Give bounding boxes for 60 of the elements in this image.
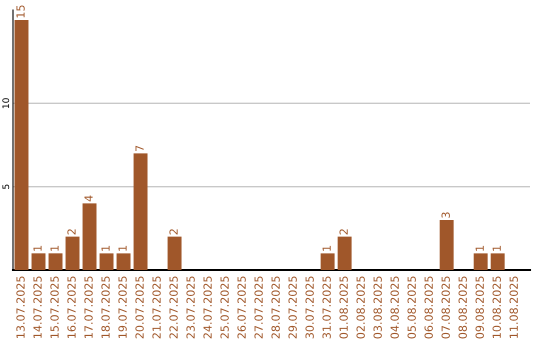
- x-tick-label: 09.08.2025: [476, 276, 484, 338]
- x-tick-label: 26.07.2025: [237, 276, 246, 338]
- x-tick-label: 07.08.2025: [441, 276, 450, 338]
- x-tick-label: 21.07.2025: [152, 276, 161, 338]
- x-tick-label: 10.08.2025: [492, 276, 501, 338]
- bar: [168, 236, 182, 270]
- data-label: 1: [118, 246, 127, 251]
- x-tick-label: 01.08.2025: [339, 276, 348, 338]
- y-tick-label: 5: [2, 184, 10, 189]
- bar: [474, 253, 488, 270]
- x-tick-label: 14.07.2025: [33, 276, 42, 338]
- x-tick-label: 31.07.2025: [322, 276, 331, 338]
- data-label: 1: [492, 246, 501, 251]
- data-label: 1: [50, 246, 59, 251]
- data-label: 2: [169, 229, 178, 234]
- x-tick-label: 27.07.2025: [254, 276, 263, 338]
- x-tick-label: 15.07.2025: [50, 276, 59, 338]
- data-label: 3: [441, 212, 450, 218]
- x-tick-label: 30.07.2025: [305, 276, 314, 338]
- x-tick-label: 17.07.2025: [84, 276, 93, 338]
- bar: [440, 220, 454, 270]
- x-tick-label: 03.08.2025: [373, 276, 382, 338]
- x-tick-label: 22.07.2025: [169, 276, 178, 338]
- data-label: 1: [33, 246, 42, 251]
- bar: [490, 253, 505, 270]
- data-label: 15: [16, 5, 25, 18]
- x-tick-label: 11.08.2025: [510, 276, 518, 338]
- x-tick-label: 02.08.2025: [356, 276, 365, 338]
- bar: [66, 236, 80, 270]
- bar: [338, 236, 352, 270]
- data-label: 1: [102, 246, 110, 251]
- x-tick-label: 23.07.2025: [186, 276, 195, 338]
- bar: [100, 253, 114, 270]
- x-tick-label: 05.08.2025: [407, 276, 416, 338]
- x-tick-label: 28.07.2025: [271, 276, 280, 338]
- bar: [48, 253, 62, 270]
- x-tick-label: 24.07.2025: [203, 276, 212, 338]
- bar: [32, 253, 46, 270]
- bar: [134, 153, 148, 270]
- data-label: 4: [84, 196, 93, 202]
- x-tick-label: 06.08.2025: [424, 276, 433, 338]
- x-tick-label: 25.07.2025: [220, 276, 229, 338]
- x-tick-label: 18.07.2025: [101, 276, 110, 338]
- data-label: 7: [136, 146, 144, 152]
- bar: [116, 253, 131, 270]
- x-tick-label: 08.08.2025: [458, 276, 467, 338]
- x-tick-label: 04.08.2025: [390, 276, 399, 338]
- data-label: 2: [339, 229, 348, 234]
- bar: [82, 203, 96, 270]
- x-tick-label: 20.07.2025: [135, 276, 144, 338]
- data-label: 2: [67, 229, 76, 234]
- data-label: 1: [476, 246, 484, 251]
- x-tick-label: 13.07.2025: [16, 276, 25, 338]
- x-tick-label: 16.07.2025: [67, 276, 76, 338]
- bar: [14, 20, 28, 270]
- x-tick-label: 29.07.2025: [288, 276, 297, 338]
- y-tick-label: 10: [2, 98, 10, 108]
- data-label: 1: [322, 246, 331, 251]
- bar: [320, 253, 335, 270]
- x-tick-label: 19.07.2025: [118, 276, 127, 338]
